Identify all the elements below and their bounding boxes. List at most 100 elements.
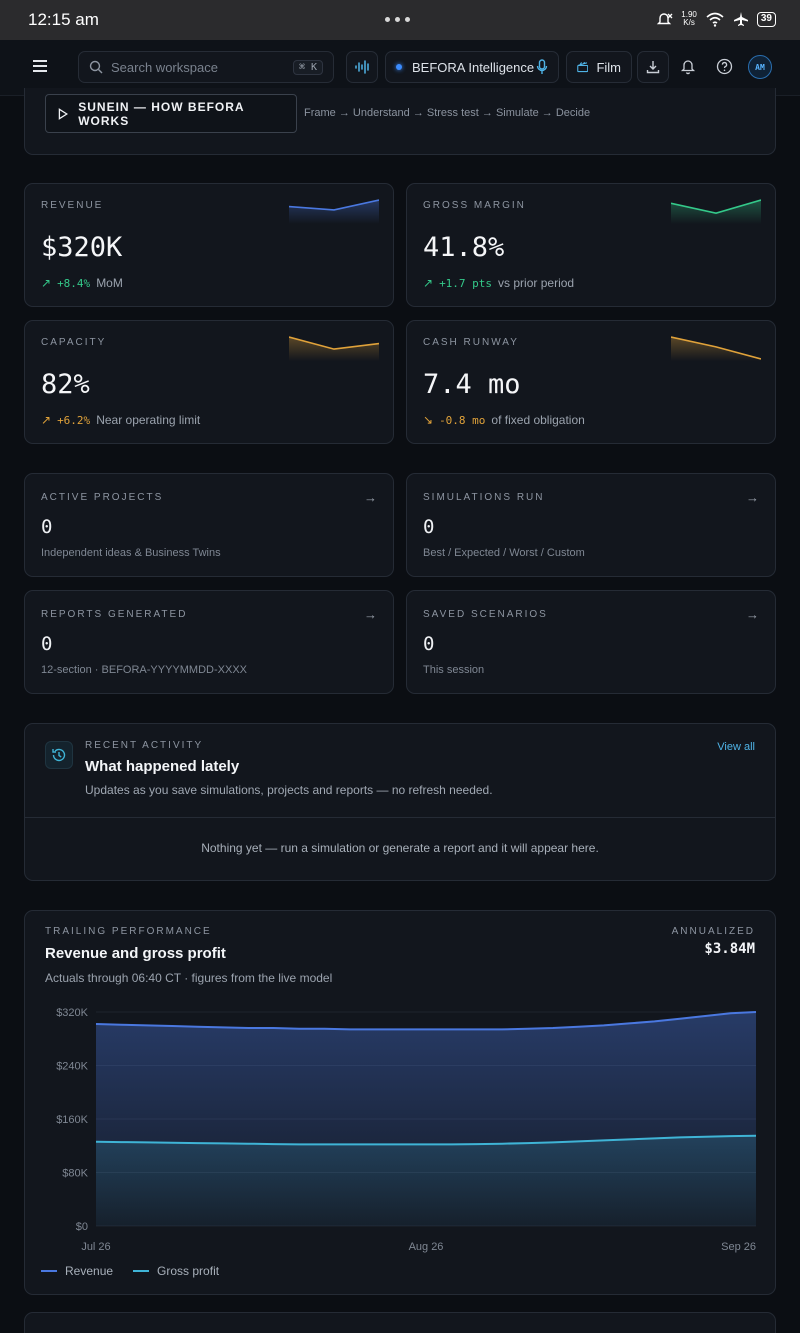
wifi-icon <box>706 12 724 27</box>
arrow-right-icon[interactable]: → <box>364 607 377 622</box>
stat-label: REPORTS GENERATED <box>41 609 188 620</box>
arrow-down-right-icon: ↘ <box>423 413 434 427</box>
activity-title: What happened lately <box>85 758 240 775</box>
kpi-delta: ↘ -0.8 mo of fixed obligation <box>423 413 585 427</box>
legend-item-gross-profit[interactable]: Gross profit <box>133 1264 219 1278</box>
sparkline-area <box>289 337 379 361</box>
kpi-card-gross-margin[interactable]: GROSS MARGIN 41.8% ↗ +1.7 pts vs prior p… <box>406 183 776 307</box>
stat-value: 0 <box>41 633 53 655</box>
status-icons: 1.90 K/s 39 <box>655 10 776 28</box>
next-section-card <box>24 1312 776 1333</box>
menu-button[interactable] <box>30 57 50 77</box>
kpi-delta-value: -0.8 mo <box>439 413 486 427</box>
y-tick-label: $80K <box>62 1168 88 1180</box>
net-speed: 1.90 K/s <box>681 11 697 27</box>
stat-subtitle: Best / Expected / Worst / Custom <box>423 547 585 559</box>
workflow-steps: Frame → Understand → Stress test → Simul… <box>304 107 591 119</box>
top-navbar: Search workspace ⌘ K BEFORA Intelligence… <box>0 40 800 96</box>
sparkline-area <box>671 337 761 361</box>
chart-legend: Revenue Gross profit <box>41 1264 219 1278</box>
net-speed-unit: K/s <box>683 18 695 27</box>
how-befora-works-button[interactable]: SUNEIN — HOW BEFORA WORKS <box>45 94 297 133</box>
history-icon <box>45 741 73 769</box>
arrow-right-icon[interactable]: → <box>364 490 377 505</box>
film-button[interactable]: Film <box>566 51 632 83</box>
stat-card-simulations-run[interactable]: SIMULATIONS RUN → 0 Best / Expected / Wo… <box>406 473 776 577</box>
kpi-label: REVENUE <box>41 200 104 211</box>
trailing-performance-card: TRAILING PERFORMANCE Revenue and gross p… <box>24 910 776 1295</box>
net-speed-value: 1.90 <box>681 10 697 19</box>
search-icon <box>89 60 103 74</box>
download-button[interactable] <box>637 51 669 83</box>
status-dot-icon <box>396 64 402 70</box>
series-line-revenue <box>95 1011 757 1031</box>
status-more-dots <box>385 17 410 22</box>
stat-label: SIMULATIONS RUN <box>423 492 545 503</box>
annualized-value: $3.84M <box>704 941 755 957</box>
stat-card-saved-scenarios[interactable]: SAVED SCENARIOS → 0 This session <box>406 590 776 694</box>
activity-empty-state: Nothing yet — run a simulation or genera… <box>201 841 599 855</box>
search-input[interactable]: Search workspace ⌘ K <box>78 51 334 83</box>
sparkline-line <box>671 336 761 360</box>
kpi-delta: ↗ +1.7 pts vs prior period <box>423 276 574 290</box>
kpi-delta-note: MoM <box>96 276 123 290</box>
kpi-delta-value: +8.4% <box>57 276 91 290</box>
clapperboard-icon <box>577 61 589 73</box>
stat-card-reports-generated[interactable]: REPORTS GENERATED → 0 12-section · BEFOR… <box>24 590 394 694</box>
sparkline-area <box>671 200 761 224</box>
avatar[interactable]: AM <box>748 55 772 79</box>
capacity-sparkline <box>289 336 379 361</box>
kpi-card-revenue[interactable]: REVENUE $320K ↗ +8.4% MoM <box>24 183 394 307</box>
arrow-up-right-icon: ↗ <box>41 276 52 290</box>
kpi-delta: ↗ +8.4% MoM <box>41 276 123 290</box>
search-shortcut: ⌘ K <box>292 59 323 75</box>
stat-value: 0 <box>423 516 435 538</box>
divider <box>25 817 775 818</box>
y-tick-label: $240K <box>56 1061 88 1073</box>
stat-label: ACTIVE PROJECTS <box>41 492 164 503</box>
arrow-up-right-icon: ↗ <box>423 276 434 290</box>
view-all-link[interactable]: View all <box>717 741 755 753</box>
help-icon[interactable] <box>716 58 733 75</box>
stat-subtitle: 12-section · BEFORA-YYYYMMDD-XXXX <box>41 664 247 676</box>
film-label: Film <box>596 59 621 75</box>
befora-intelligence-button[interactable]: BEFORA Intelligence <box>385 51 559 83</box>
microphone-icon <box>536 59 548 74</box>
befora-intelligence-label: BEFORA Intelligence <box>412 59 535 75</box>
stat-value: 0 <box>41 516 53 538</box>
stat-label: SAVED SCENARIOS <box>423 609 548 620</box>
arrow-up-right-icon: ↗ <box>41 413 52 427</box>
airplane-icon <box>733 12 748 26</box>
arrow-right-icon[interactable]: → <box>746 490 759 505</box>
sparkline-line <box>289 336 379 350</box>
arrow-right-icon[interactable]: → <box>746 607 759 622</box>
sparkline-area <box>289 200 379 224</box>
battery-indicator: 39 <box>756 11 776 27</box>
kpi-value: 7.4 mo <box>423 369 521 400</box>
stat-subtitle: This session <box>423 664 485 676</box>
performance-title: Revenue and gross profit <box>45 945 226 962</box>
sparkline-line <box>671 199 761 215</box>
activity-description: Updates as you save simulations, project… <box>85 783 493 797</box>
kpi-delta-value: +1.7 pts <box>439 276 493 290</box>
x-tick-label: Jul 26 <box>81 1241 110 1253</box>
cash-runway-sparkline <box>671 336 761 361</box>
legend-item-revenue[interactable]: Revenue <box>41 1264 113 1278</box>
revenue-sparkline <box>289 199 379 224</box>
kpi-label: CAPACITY <box>41 337 107 348</box>
legend-swatch <box>41 1270 57 1272</box>
voice-wave-button[interactable] <box>346 51 378 83</box>
menu-icon <box>33 60 47 62</box>
bell-icon[interactable] <box>680 58 696 75</box>
download-icon <box>646 61 660 74</box>
kpi-card-capacity[interactable]: CAPACITY 82% ↗ +6.2% Near operating limi… <box>24 320 394 444</box>
stat-card-active-projects[interactable]: ACTIVE PROJECTS → 0 Independent ideas & … <box>24 473 394 577</box>
y-tick-label: $160K <box>56 1114 88 1126</box>
waveform-icon <box>355 60 369 74</box>
kpi-card-cash-runway[interactable]: CASH RUNWAY 7.4 mo ↘ -0.8 mo of fixed ob… <box>406 320 776 444</box>
y-tick-label: $0 <box>76 1221 88 1233</box>
how-befora-works-label: SUNEIN — HOW BEFORA WORKS <box>78 99 245 128</box>
series-line-gross-profit <box>95 1134 757 1146</box>
kpi-value: $320K <box>41 232 123 263</box>
search-placeholder: Search workspace <box>111 59 218 75</box>
